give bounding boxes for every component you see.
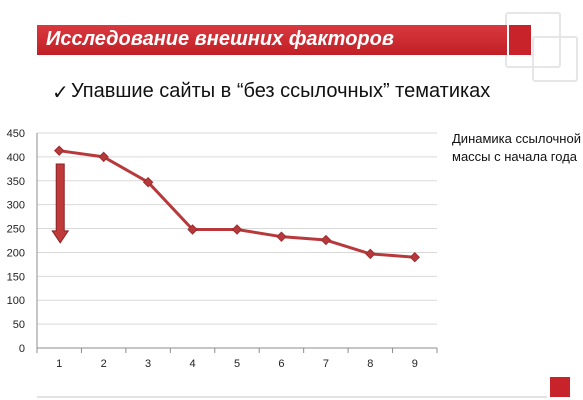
y-tick-label: 50 bbox=[13, 319, 25, 331]
series-line bbox=[59, 149, 415, 259]
axis-layer: 0 50 100 150 200 250 300 350 400 450 1 2 3 4 5 6 7 8 9 bbox=[7, 128, 438, 370]
chart-side-note: Динамика ссылочной массы с начала года bbox=[452, 131, 581, 164]
line-chart: 0 50 100 150 200 250 300 350 400 450 1 2 3 4 5 6 7 8 9 bbox=[7, 128, 438, 370]
footer-divider bbox=[37, 396, 547, 398]
down-arrow-annotation bbox=[51, 163, 70, 244]
x-tick-label: 3 bbox=[145, 358, 151, 370]
data-point-marker bbox=[276, 231, 287, 242]
data-point-marker bbox=[142, 177, 154, 188]
y-tick-label: 150 bbox=[7, 271, 25, 283]
y-tick-label: 0 bbox=[19, 343, 25, 355]
x-tick-label: 1 bbox=[56, 358, 62, 370]
title-bar-tail bbox=[509, 25, 531, 55]
y-tick-label: 450 bbox=[7, 128, 25, 140]
data-point-marker bbox=[409, 252, 420, 263]
x-tick-label: 5 bbox=[234, 358, 240, 370]
x-tick-label: 4 bbox=[189, 358, 195, 370]
slide-title: Исследование внешних факторов bbox=[46, 28, 394, 50]
data-point-marker bbox=[365, 248, 376, 260]
x-tick-label: 7 bbox=[323, 358, 329, 370]
corner-accent bbox=[550, 377, 570, 397]
annotation-layer bbox=[51, 163, 70, 244]
logo-square-inner bbox=[532, 36, 578, 82]
y-tick-label: 400 bbox=[7, 152, 25, 164]
checkmark-icon: ✓ bbox=[52, 80, 69, 104]
y-tick-label: 100 bbox=[7, 295, 25, 307]
data-point-marker bbox=[187, 224, 198, 235]
title-bar bbox=[37, 25, 507, 55]
grid-layer bbox=[37, 132, 437, 325]
data-point-marker bbox=[54, 145, 65, 156]
x-tick-label: 6 bbox=[278, 358, 284, 370]
x-tick-label: 2 bbox=[101, 358, 107, 370]
data-point-marker bbox=[231, 224, 243, 235]
bullet-text: Упавшие сайты в “без ссылочных” тематика… bbox=[71, 80, 491, 102]
x-tick-label: 9 bbox=[412, 358, 418, 370]
x-tick-label: 8 bbox=[367, 358, 373, 370]
y-tick-label: 350 bbox=[7, 176, 25, 188]
y-tick-label: 250 bbox=[7, 224, 25, 236]
data-point-marker bbox=[98, 151, 109, 163]
y-tick-label: 300 bbox=[7, 200, 25, 212]
series-layer bbox=[54, 145, 420, 263]
y-tick-label: 200 bbox=[7, 247, 25, 259]
data-point-marker bbox=[320, 234, 332, 246]
